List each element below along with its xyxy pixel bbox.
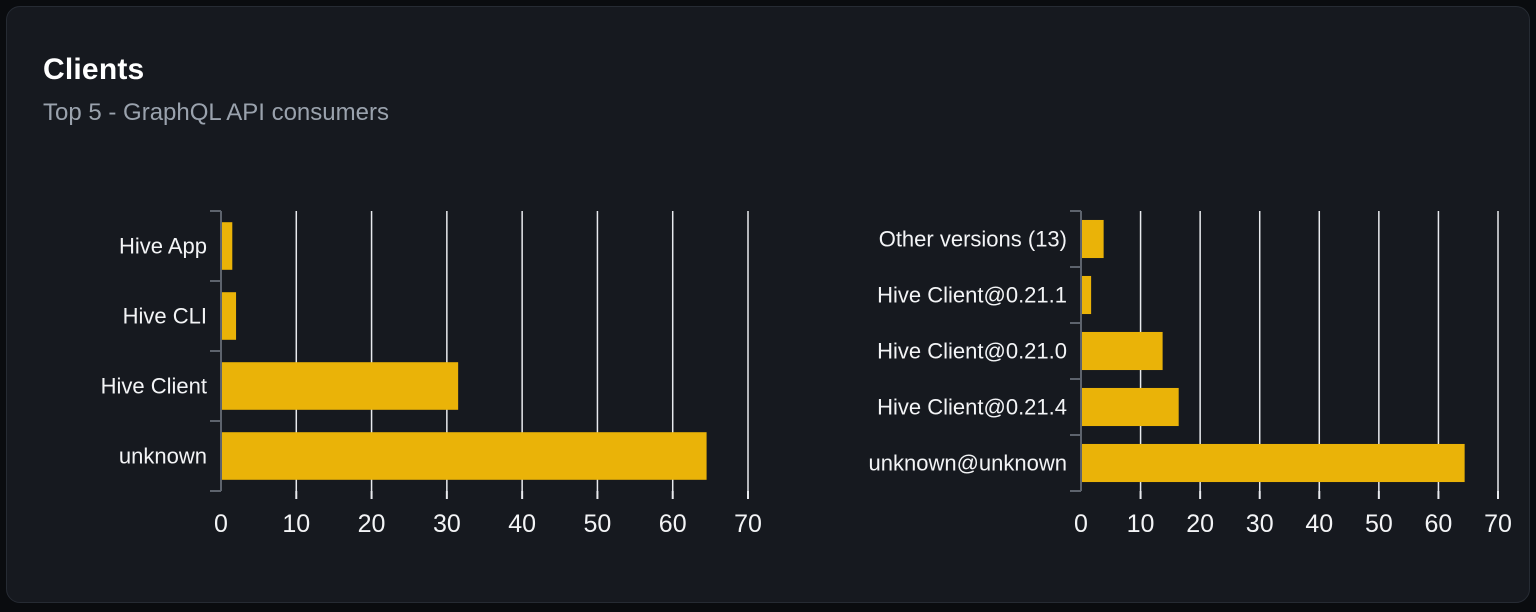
bar [1082,275,1092,315]
clients-card: Clients Top 5 - GraphQL API consumers 0 1… [6,6,1530,603]
x-tick-label: 70 [1484,510,1512,538]
category-label: Hive Client@0.21.1 [877,283,1067,308]
x-tick-label: 40 [1305,510,1333,538]
clients-by-version-bar-chart: 0 10 20 30 40 50 60 70 Other versions (13) Hive C… [869,210,1512,538]
category-label: Hive Client@0.21.4 [877,395,1067,420]
bar [222,292,237,340]
category-label: Other versions (13) [879,227,1067,252]
bar [222,432,707,480]
x-tick-label: 40 [508,510,536,538]
x-tick-label: 20 [1186,510,1214,538]
x-tick-label: 60 [1425,510,1453,538]
category-label: Hive App [119,234,207,259]
x-tick-label: 10 [282,510,310,538]
card-title: Clients [43,53,145,86]
x-tick-label: 10 [1127,510,1155,538]
bar [222,362,459,410]
category-label: Hive Client@0.21.0 [877,339,1067,364]
bar [1082,443,1465,483]
x-tick-label: 30 [433,510,461,538]
category-label: Hive CLI [123,304,207,329]
card-subtitle: Top 5 - GraphQL API consumers [43,99,389,126]
clients-by-name-bar-chart: 0 10 20 30 40 50 60 70 Hive App Hive CLI Hive Clie… [101,210,762,538]
x-tick-label: 50 [584,510,612,538]
bar [1082,219,1104,259]
category-label: unknown [119,444,207,469]
x-tick-label: 0 [1074,510,1088,538]
x-tick-label: 50 [1365,510,1393,538]
bar [1082,331,1163,371]
bar [222,222,233,270]
bar [1082,387,1179,427]
x-tick-label: 20 [358,510,386,538]
category-label: unknown@unknown [869,451,1067,476]
x-tick-label: 0 [214,510,228,538]
x-tick-label: 60 [659,510,687,538]
x-tick-label: 70 [734,510,762,538]
x-tick-label: 30 [1246,510,1274,538]
category-label: Hive Client [101,374,207,399]
